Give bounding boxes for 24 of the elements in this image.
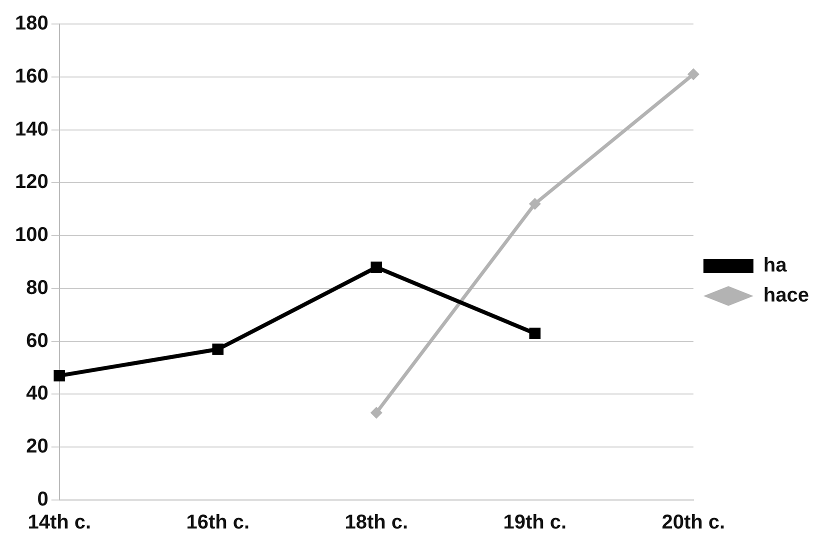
y-tick-label: 40 xyxy=(26,382,48,405)
y-tick-label: 20 xyxy=(26,436,48,458)
legend-label: ha xyxy=(763,254,788,277)
point xyxy=(370,262,382,273)
y-tick-label: 80 xyxy=(26,276,48,299)
legend-label: hace xyxy=(763,284,810,307)
point xyxy=(529,328,541,340)
y-tick-label: 140 xyxy=(14,118,48,140)
y-tick-label: 120 xyxy=(14,171,48,194)
point xyxy=(687,68,700,80)
point xyxy=(370,406,382,419)
x-tick-label: 14th c. xyxy=(28,512,92,534)
x-tick-label: 20th c. xyxy=(662,512,726,534)
point xyxy=(54,370,66,382)
y-tick-label: 60 xyxy=(26,330,48,352)
y-tick-label: 180 xyxy=(14,12,48,35)
point xyxy=(212,344,224,355)
x-tick-label: 16th c. xyxy=(186,512,250,534)
point xyxy=(528,198,541,210)
x-tick-label: 18th c. xyxy=(344,512,408,534)
y-tick-label: 0 xyxy=(37,488,48,511)
x-tick-label: 19th c. xyxy=(503,512,567,534)
y-tick-label: 160 xyxy=(14,65,48,88)
y-tick-label: 100 xyxy=(14,224,48,246)
